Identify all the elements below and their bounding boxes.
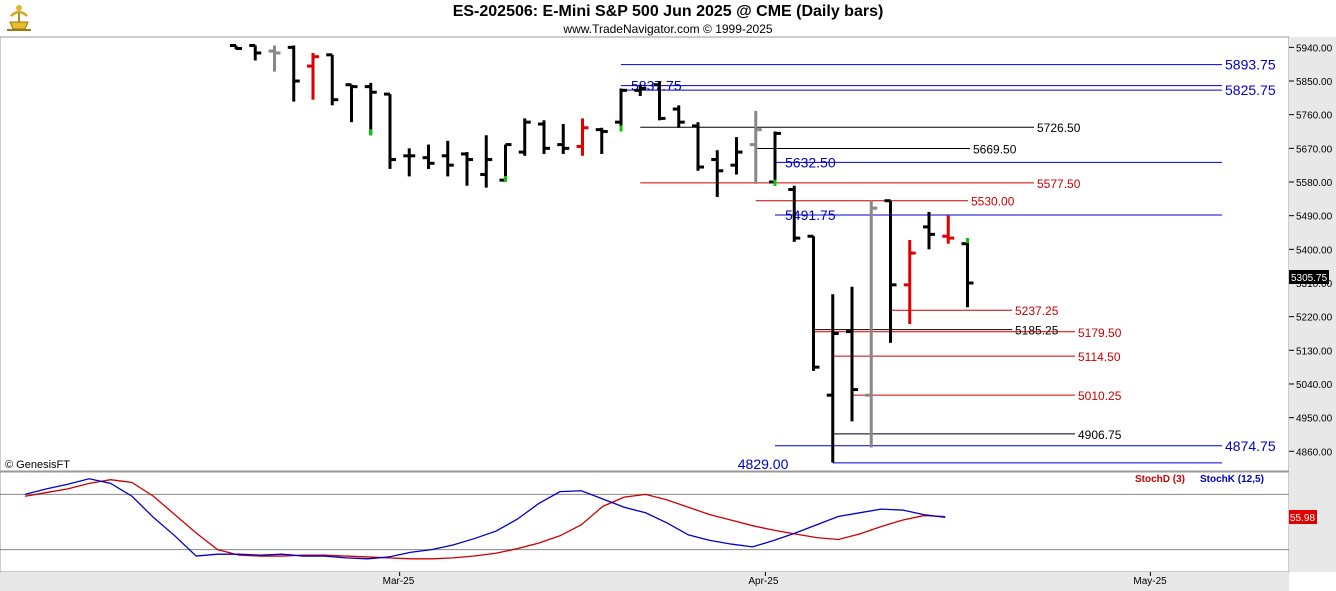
level-label: 5632.50 xyxy=(785,154,836,170)
level-label: 5726.50 xyxy=(1037,121,1081,135)
price-tick-label: 5130.00 xyxy=(1296,346,1333,357)
level-label: 4829.00 xyxy=(738,456,789,472)
ohlc-bar xyxy=(826,294,839,463)
level-label: 5893.75 xyxy=(1225,57,1276,73)
ohlc-bar xyxy=(403,148,416,177)
price-tick-label: 5400.00 xyxy=(1296,245,1333,256)
level-label: 4874.75 xyxy=(1225,438,1276,454)
ohlc-bar xyxy=(769,131,781,186)
ohlc-bar xyxy=(807,234,820,371)
ohlc-bar xyxy=(538,120,550,154)
ohlc-bar xyxy=(326,53,339,106)
ohlc-bar xyxy=(249,43,262,61)
price-axis xyxy=(1289,37,1336,572)
stoch-series-line xyxy=(24,479,946,560)
ohlc-bar xyxy=(576,118,589,156)
ohlc-bar xyxy=(903,239,916,325)
stoch-series-line xyxy=(24,478,946,560)
ohlc-bar xyxy=(923,211,935,250)
ohlc-bar xyxy=(595,127,608,154)
time-tick-label: Mar-25 xyxy=(383,576,415,587)
ohlc-bar xyxy=(884,199,897,343)
ohlc-bar xyxy=(692,122,704,171)
level-label: 5530.00 xyxy=(971,195,1015,209)
level-label: 5185.25 xyxy=(1015,324,1059,338)
stoch-last-marker xyxy=(1289,510,1317,524)
price-tick-label: 5940.00 xyxy=(1296,43,1333,54)
chart-title: ES-202506: E-Mini S&P 500 Jun 2025 @ CME… xyxy=(452,3,884,20)
ohlc-bar xyxy=(364,82,377,136)
price-tick-label: 5490.00 xyxy=(1296,212,1333,223)
ohlc-bar xyxy=(846,286,858,422)
level-label: 5669.50 xyxy=(973,143,1017,157)
ohlc-bar xyxy=(384,92,396,169)
ohlc-bar xyxy=(749,110,762,184)
trade-navigator-logo-icon xyxy=(7,5,31,31)
price-tick-label: 4860.00 xyxy=(1296,447,1333,458)
ohlc-bar xyxy=(788,185,801,242)
price-tick-label: 5670.00 xyxy=(1296,144,1333,155)
ohlc-bar xyxy=(615,88,627,132)
ohlc-bar xyxy=(268,45,281,72)
legend-stochk: StochK (12,5) xyxy=(1200,474,1264,485)
ohlc-bar xyxy=(461,152,473,186)
ohlc-bar xyxy=(345,83,358,123)
ohlc-bar xyxy=(653,81,666,121)
level-label: 5577.50 xyxy=(1037,177,1081,191)
ohlc-bar xyxy=(961,238,974,308)
level-label: 4906.75 xyxy=(1078,428,1122,442)
ohlc-bar xyxy=(730,137,743,175)
ohlc-bar xyxy=(480,135,493,188)
price-tick-label: 5850.00 xyxy=(1296,77,1333,88)
ohlc-bar xyxy=(441,140,454,177)
price-tick-label: 5760.00 xyxy=(1296,111,1333,122)
ohlc-bar xyxy=(942,215,955,244)
time-tick-label: Apr-25 xyxy=(748,576,778,587)
ohlc-bar xyxy=(711,150,724,197)
price-tick-label: 5220.00 xyxy=(1296,313,1333,324)
stoch-last-label: 55.98 xyxy=(1290,513,1315,524)
ohlc-bar xyxy=(865,200,878,448)
price-tick-label: 5040.00 xyxy=(1296,380,1333,391)
time-axis xyxy=(0,572,1289,591)
copyright-label: © GenesisFT xyxy=(5,459,70,471)
ohlc-bar xyxy=(230,43,242,50)
time-tick-label: May-25 xyxy=(1133,576,1167,587)
indicator-panel xyxy=(0,471,1290,573)
ohlc-bar xyxy=(307,52,319,100)
price-tick-label: 4950.00 xyxy=(1296,414,1333,425)
chart-header: ES-202506: E-Mini S&P 500 Jun 2025 @ CME… xyxy=(0,0,1336,38)
last-price-label: 5305.75 xyxy=(1291,273,1328,284)
legend-stochd: StochD (3) xyxy=(1135,474,1185,485)
level-label: 5179.50 xyxy=(1078,326,1122,340)
level-label: 5010.25 xyxy=(1078,389,1122,403)
ohlc-bar xyxy=(634,84,647,96)
level-label: 5114.50 xyxy=(1078,350,1121,364)
level-label: 5491.75 xyxy=(785,207,836,223)
last-price-marker xyxy=(1289,270,1329,284)
ohlc-bar xyxy=(499,143,512,182)
ohlc-bar xyxy=(518,118,531,156)
price-panel xyxy=(0,36,1290,472)
level-label: 5237.25 xyxy=(1015,304,1059,318)
ohlc-bar xyxy=(672,105,685,128)
level-label: 5825.75 xyxy=(1225,82,1276,98)
ohlc-bar xyxy=(422,144,435,169)
ohlc-bar xyxy=(557,124,570,154)
price-tick-label: 5580.00 xyxy=(1296,178,1333,189)
ohlc-bar xyxy=(287,45,300,102)
chart-subtitle: www.TradeNavigator.com © 1999-2025 xyxy=(563,22,773,36)
price-tick-label: 5310.00 xyxy=(1296,279,1333,290)
